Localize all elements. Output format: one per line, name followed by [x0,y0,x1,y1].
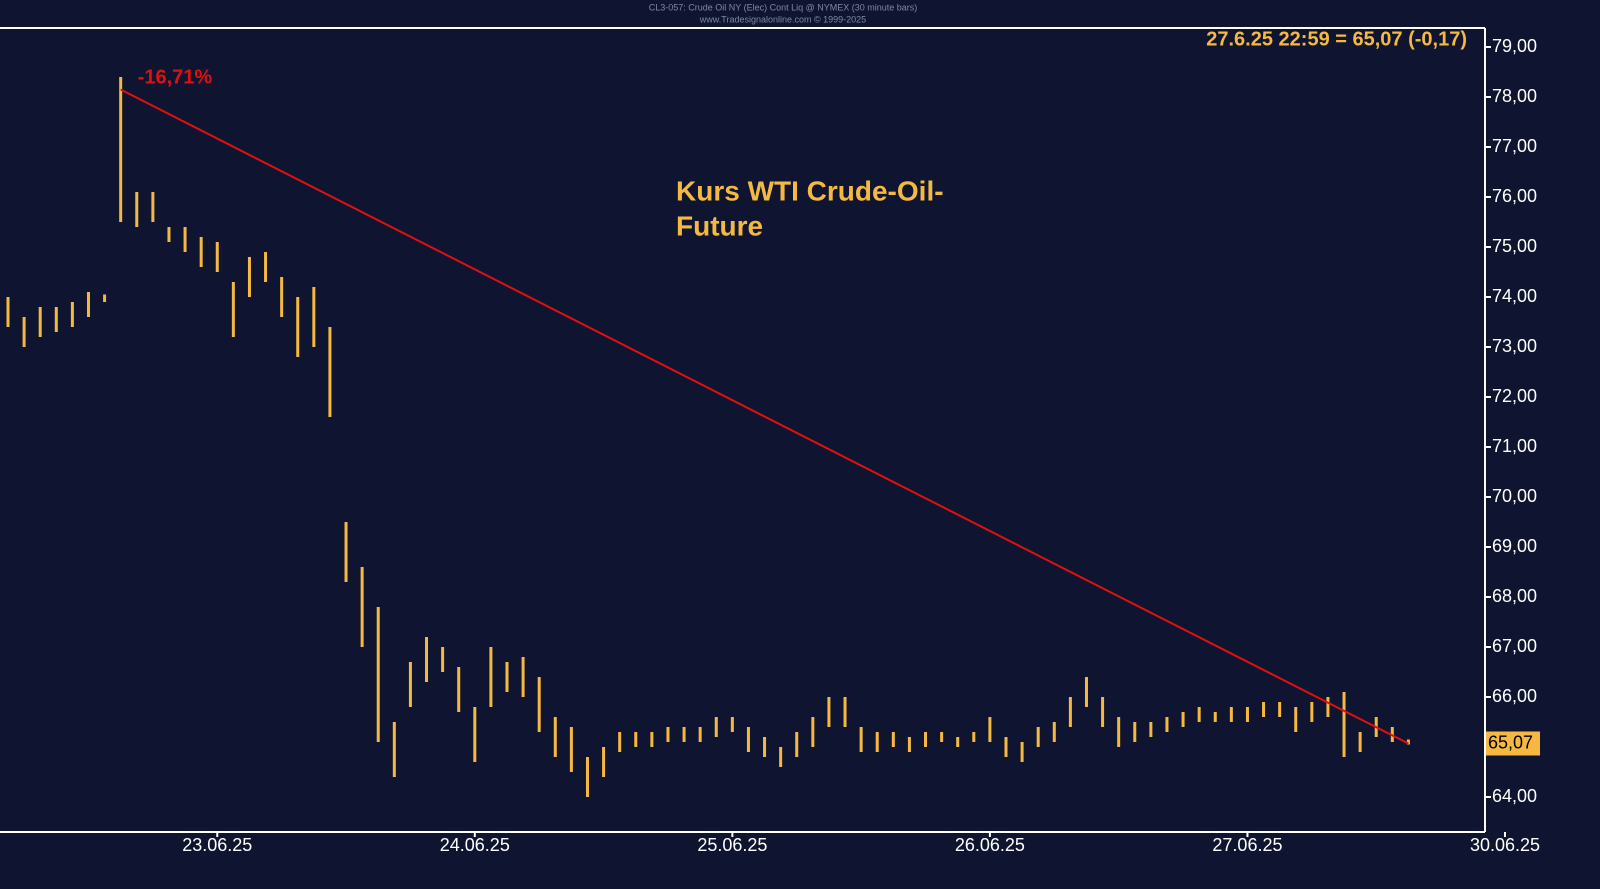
y-tick-label: 73,00 [1492,336,1537,356]
y-tick-label: 66,00 [1492,686,1537,706]
trendline [120,88,1409,745]
y-tick-label: 74,00 [1492,286,1537,306]
last-label: 27.6.25 22:59 = 65,07 (-0,17) [1206,28,1467,50]
x-tick-label: 24.06.25 [440,835,510,855]
subheader: www.Tradesignalonline.com © 1999-2025 [699,14,866,24]
title-line: Kurs WTI Crude-Oil- [676,175,944,206]
y-tick-label: 78,00 [1492,86,1537,106]
y-tick-label: 76,00 [1492,186,1537,206]
y-tick-label: 71,00 [1492,436,1537,456]
x-tick-label: 27.06.25 [1212,835,1282,855]
x-tick-label: 30.06.25 [1470,835,1540,855]
last-value-box [1486,731,1540,756]
y-tick-label: 70,00 [1492,486,1537,506]
header: CL3-057: Crude Oil NY (Elec) Cont Liq @ … [649,2,918,12]
y-tick-label: 79,00 [1492,36,1537,56]
last-value-label: 65,07 [1488,732,1533,752]
y-tick-label: 75,00 [1492,236,1537,256]
y-tick-label: 67,00 [1492,636,1537,656]
x-tick-label: 26.06.25 [955,835,1025,855]
y-tick-label: 68,00 [1492,586,1537,606]
title-line: Future [676,210,763,241]
y-tick-label: 72,00 [1492,386,1537,406]
y-tick-label: 64,00 [1492,786,1537,806]
trendline-label: -16,71% [138,66,213,88]
y-tick-label: 69,00 [1492,536,1537,556]
x-tick-label: 25.06.25 [697,835,767,855]
x-tick-label: 23.06.25 [182,835,252,855]
y-tick-label: 77,00 [1492,136,1537,156]
